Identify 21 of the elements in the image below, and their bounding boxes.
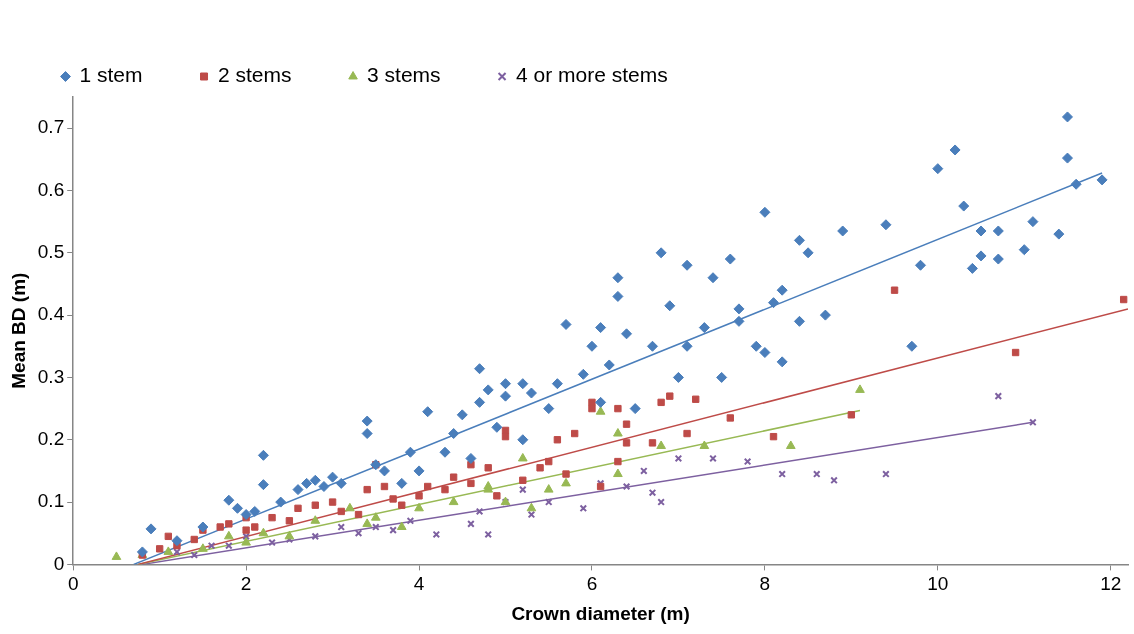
legend-label: 2 stems: [218, 63, 292, 87]
x-tick-label: 6: [586, 573, 598, 595]
x-tick-label: 12: [1100, 573, 1122, 595]
y-tick-label: 0.5: [37, 241, 65, 263]
y-tick-label: 0: [53, 552, 65, 574]
y-tick-label: 0.7: [37, 116, 65, 138]
x-tick-label: 10: [927, 573, 949, 595]
y-tick-label: 0.6: [37, 178, 65, 200]
x-tick-label: 2: [240, 573, 252, 595]
x-tick-label: 4: [413, 573, 425, 595]
x-tick-label: 8: [759, 573, 771, 595]
legend-label: 4 or more stems: [516, 63, 668, 87]
x-tick-label: 0: [67, 573, 79, 595]
y-tick-label: 0.3: [37, 365, 65, 387]
y-tick-label: 0.1: [37, 490, 65, 512]
legend-label: 3 stems: [367, 63, 441, 87]
y-axis-title: Mean BD (m): [7, 272, 29, 389]
y-tick-label: 0.4: [37, 303, 65, 325]
y-tick-label: 0.2: [37, 427, 65, 449]
legend-label: 1 stem: [79, 63, 143, 87]
x-axis-title: Crown diameter (m): [511, 602, 690, 624]
